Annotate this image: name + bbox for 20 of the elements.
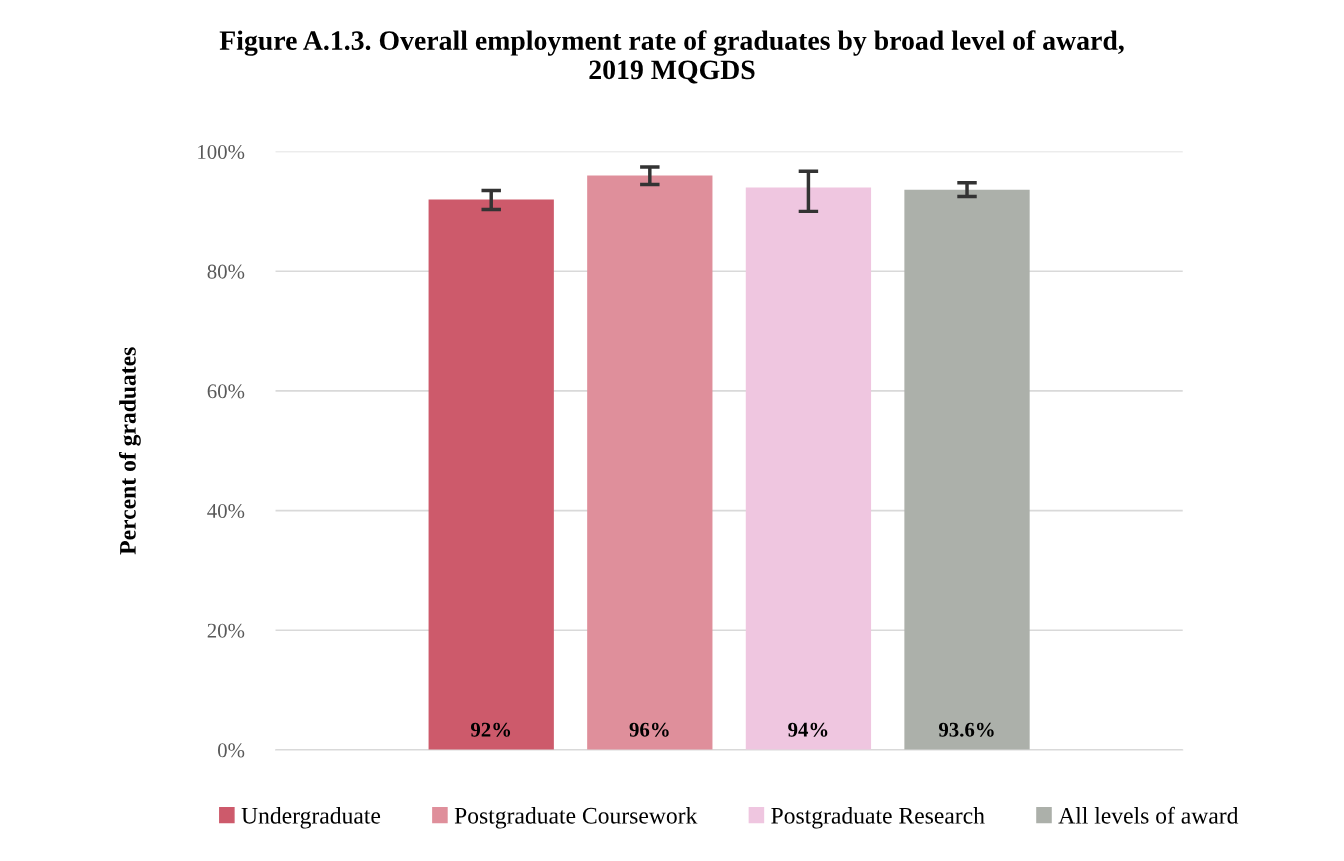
- y-tick-label: 0%: [217, 743, 245, 758]
- data-label: 93.6%: [938, 722, 994, 737]
- legend-label: Postgraduate Coursework: [454, 807, 698, 829]
- data-label: 94%: [788, 722, 828, 737]
- data-label: 96%: [629, 722, 669, 737]
- y-tick-label: 80%: [207, 264, 245, 279]
- y-tick-label: 40%: [207, 503, 245, 519]
- y-axis-title: Percent of graduates: [118, 347, 141, 555]
- bar: [428, 199, 554, 750]
- legend-label: Undergraduate: [241, 807, 381, 829]
- data-label: 92%: [470, 722, 511, 737]
- chart-title: Figure A.1.3. Overall employment rate of graduates by broad level of award, 2019 MQGDS: [219, 30, 1124, 84]
- bar: [904, 189, 1030, 750]
- legend-label: Postgraduate Research: [771, 807, 985, 829]
- legend-label: All levels of award: [1058, 806, 1239, 824]
- y-tick-label: 60%: [207, 384, 245, 399]
- y-tick-label: 20%: [207, 623, 245, 638]
- bar: [745, 187, 872, 750]
- y-tick-label: 100%: [198, 144, 245, 160]
- bar: [587, 175, 713, 750]
